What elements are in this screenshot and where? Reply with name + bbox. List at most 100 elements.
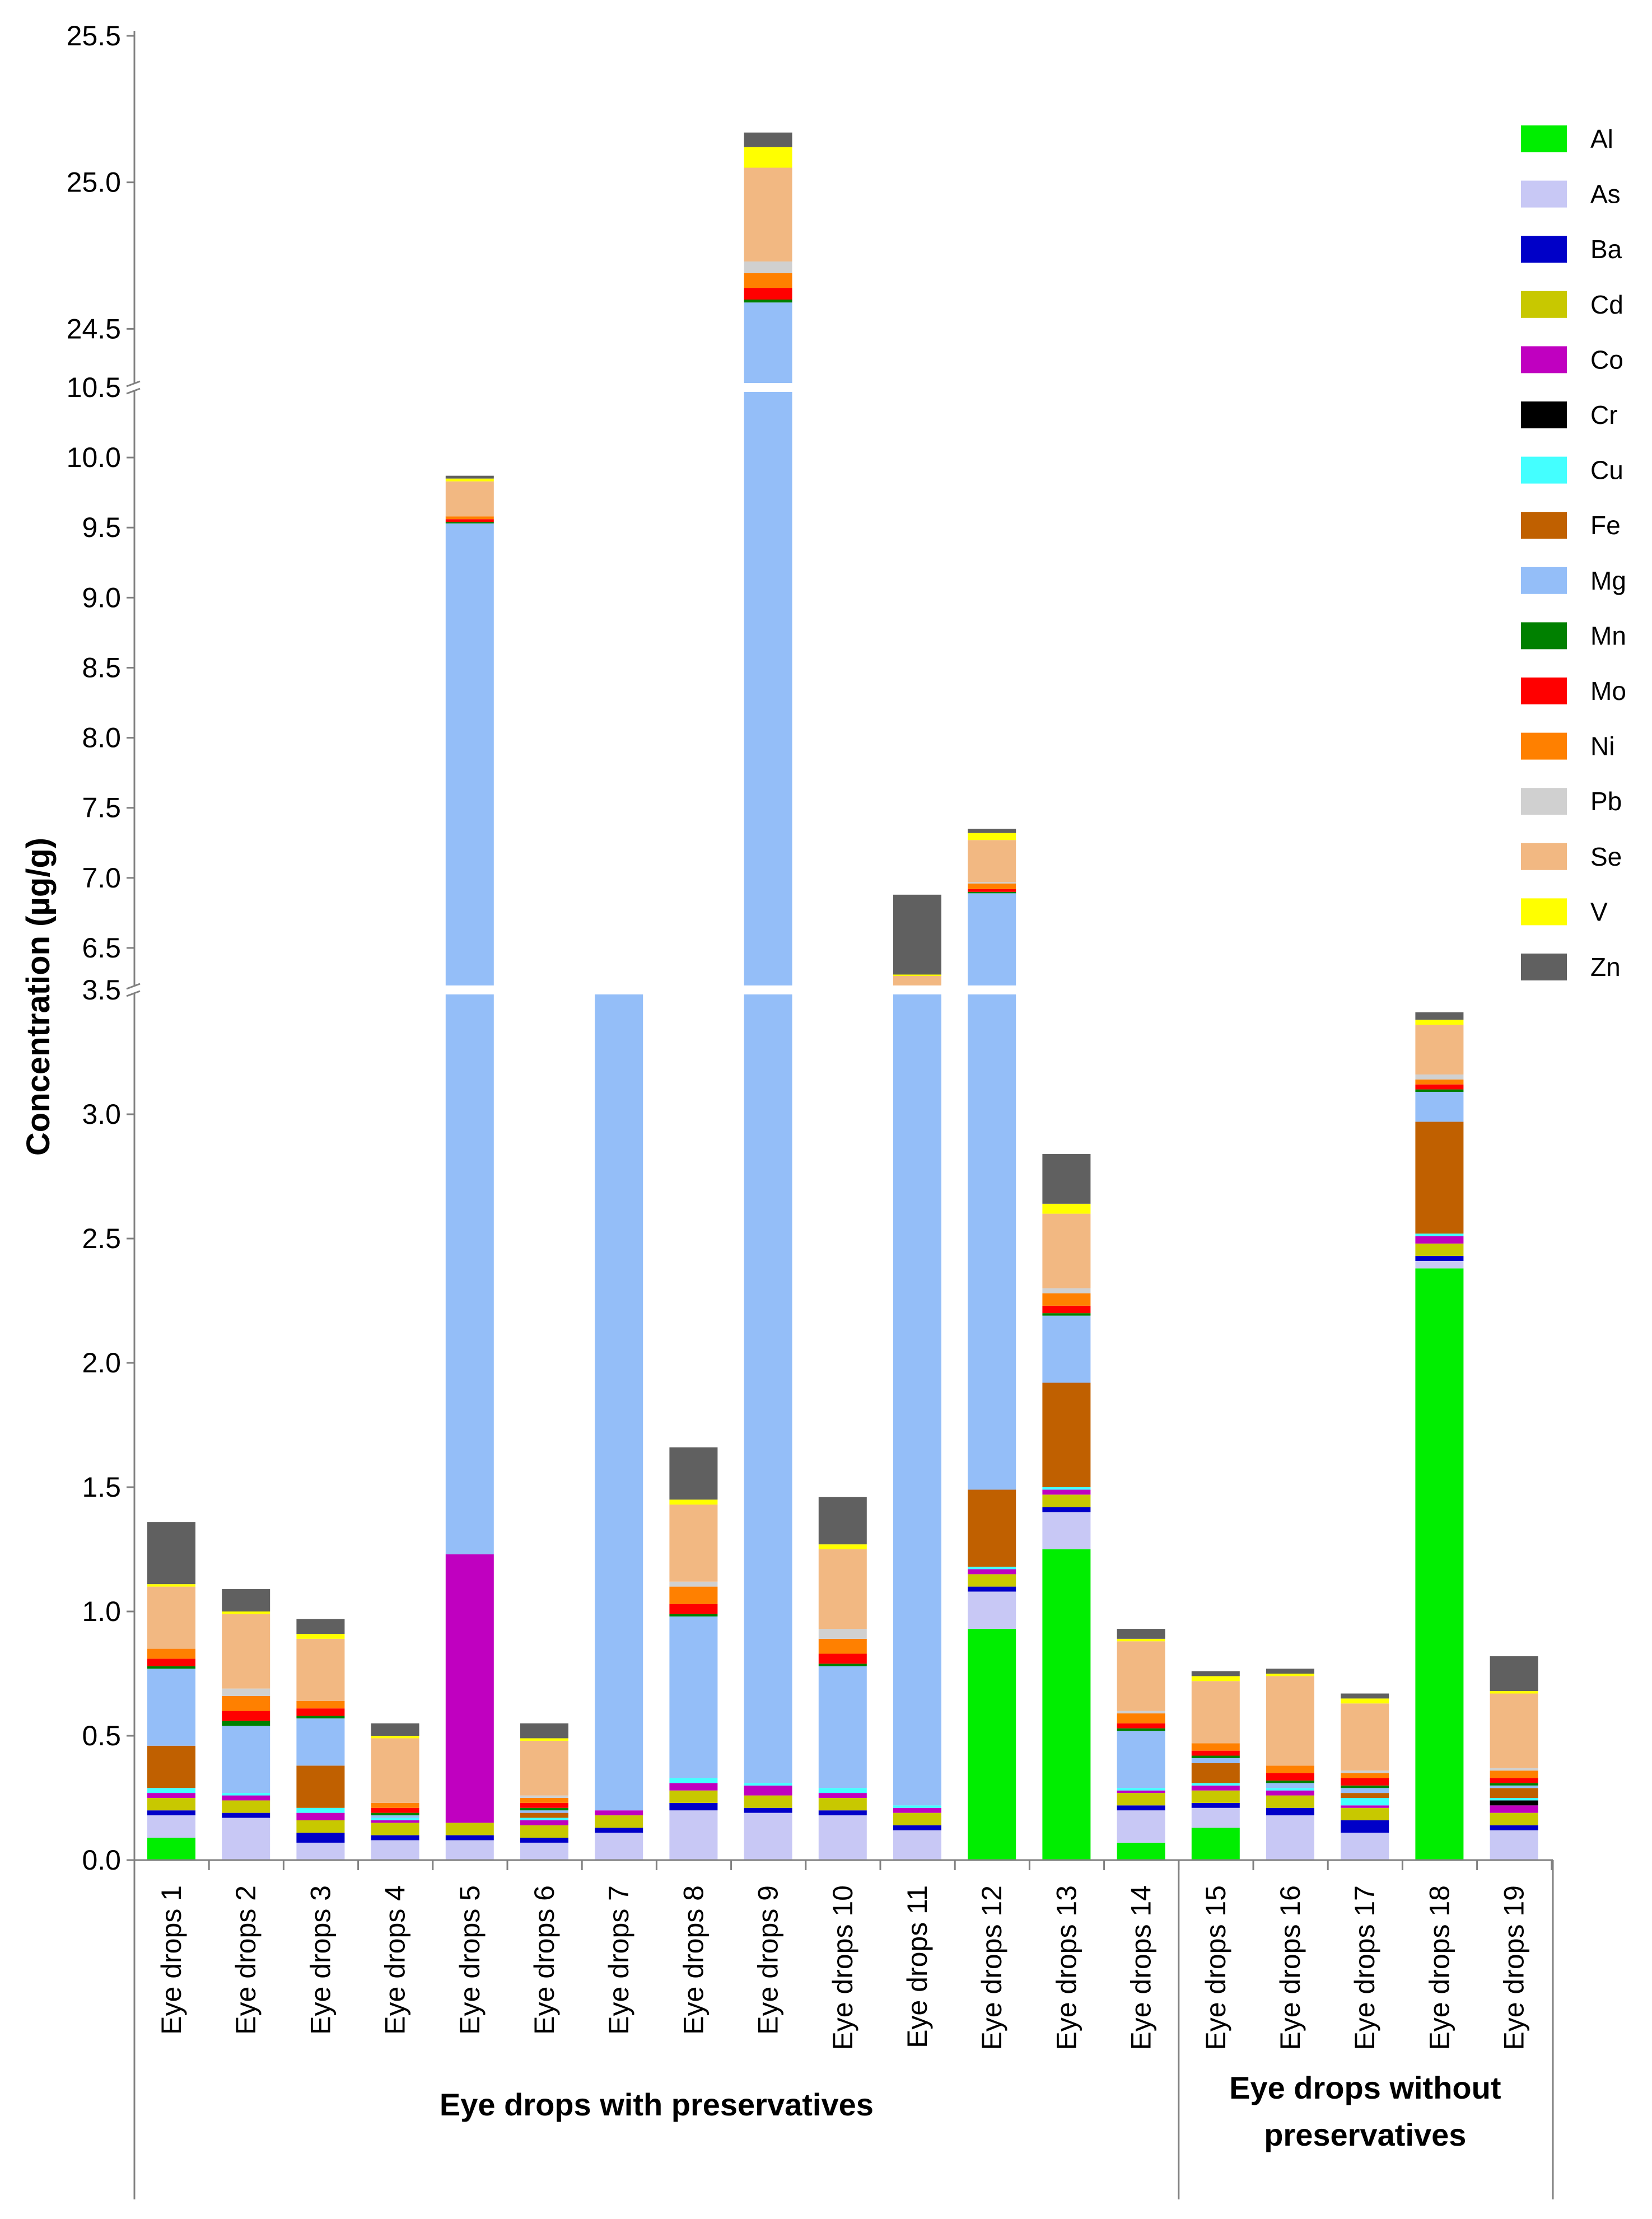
bar-segment-mg-9 — [744, 302, 792, 1783]
legend-swatch-zn — [1521, 954, 1567, 980]
y-axis-label: Concentration (µg/g) — [20, 838, 57, 1156]
legend-swatch-mg — [1521, 567, 1567, 594]
bar-segment-fe-18 — [1415, 1122, 1464, 1234]
axis-break-gap-2 — [136, 383, 1553, 392]
bar-segment-ba-13 — [1042, 1507, 1091, 1512]
y-tick-label: 3.5 — [82, 974, 121, 1006]
bar-segment-zn-10 — [818, 1497, 867, 1545]
axis-break-gap-1 — [136, 985, 1553, 994]
bar-segment-cd-17 — [1341, 1807, 1389, 1820]
bar-segment-cd-10 — [818, 1798, 867, 1811]
y-tick-label: 9.0 — [82, 582, 121, 613]
bar-segment-fe-17 — [1341, 1793, 1389, 1798]
legend-label-cu: Cu — [1590, 456, 1623, 485]
bar-segment-cd-9 — [744, 1795, 792, 1808]
bar-segment-se-19 — [1490, 1693, 1538, 1768]
bar-segment-mg-13 — [1042, 1315, 1091, 1383]
bar-segment-mn-12 — [968, 891, 1016, 894]
bar-segment-ni-5 — [445, 516, 494, 520]
x-category-label: Eye drops 7 — [603, 1885, 634, 2035]
bar-segment-v-9 — [744, 147, 792, 168]
y-tick-label: 3.0 — [82, 1099, 121, 1130]
x-category-label: Eye drops 4 — [380, 1885, 411, 2035]
bar-segment-as-19 — [1490, 1830, 1538, 1860]
x-category-label: Eye drops 12 — [976, 1885, 1007, 2050]
legend: Al As Ba Cd Co Cr Cu Fe Mg Mn Mo Ni Pb Se V Zn — [1521, 124, 1626, 982]
y-tick-label: 10.5 — [67, 372, 121, 403]
x-category-label: Eye drops 11 — [902, 1885, 933, 2048]
x-category-label: Eye drops 18 — [1424, 1885, 1455, 2050]
bar-segment-co-6 — [520, 1820, 568, 1825]
y-tick-label: 10.0 — [67, 442, 121, 473]
bar-segment-as-11 — [893, 1830, 941, 1860]
bar-segment-mo-15 — [1191, 1750, 1240, 1756]
bar-segment-se-16 — [1266, 1676, 1314, 1766]
bar-segment-v-5 — [445, 478, 494, 482]
bar-segment-mo-16 — [1266, 1773, 1314, 1781]
bar-segment-pb-14 — [1117, 1711, 1165, 1714]
bar-segment-fe-19 — [1490, 1788, 1538, 1798]
y-tick-label: 2.5 — [82, 1223, 121, 1254]
bar-segment-ni-4 — [371, 1802, 419, 1808]
bar-segment-as-7 — [595, 1833, 643, 1860]
bar-segment-cd-3 — [296, 1820, 345, 1833]
bar-segment-as-2 — [222, 1818, 270, 1860]
bar-segment-v-10 — [818, 1544, 867, 1549]
bar-segment-ba-17 — [1341, 1820, 1389, 1833]
bar-segment-ni-6 — [520, 1798, 568, 1803]
bar-segment-cr-19 — [1490, 1800, 1538, 1806]
legend-swatch-ba — [1521, 236, 1567, 263]
bar-segment-al-15 — [1191, 1828, 1240, 1860]
bar-segment-ba-11 — [893, 1825, 941, 1830]
bar-segment-zn-13 — [1042, 1154, 1091, 1204]
bar-segment-co-8 — [669, 1783, 718, 1791]
bar-segment-se-1 — [147, 1586, 195, 1649]
bar-segment-ba-7 — [595, 1828, 643, 1833]
bar-segment-ni-15 — [1191, 1743, 1240, 1751]
bar-segment-cu-10 — [818, 1788, 867, 1793]
bar-segment-co-9 — [744, 1785, 792, 1796]
bar-segment-mg-17 — [1341, 1788, 1389, 1793]
bar-segment-zn-8 — [669, 1447, 718, 1500]
bar-segment-co-3 — [296, 1812, 345, 1820]
bar-segment-mo-19 — [1490, 1778, 1538, 1783]
bar-segment-cu-6 — [520, 1818, 568, 1820]
bar-segment-co-12 — [968, 1569, 1016, 1575]
bar-segment-mg-2 — [222, 1726, 270, 1793]
bar-segment-ni-18 — [1415, 1079, 1464, 1085]
bar-segment-ba-9 — [744, 1807, 792, 1813]
bar-segment-co-14 — [1117, 1790, 1165, 1793]
bar-segment-mo-2 — [222, 1711, 270, 1721]
legend-swatch-co — [1521, 346, 1567, 373]
bar-segment-mn-15 — [1191, 1755, 1240, 1758]
legend-swatch-cr — [1521, 401, 1567, 428]
bar-segment-v-11 — [893, 974, 941, 976]
x-category-label: Eye drops 6 — [529, 1885, 560, 2035]
y-tick-label: 0.0 — [82, 1844, 121, 1876]
bar-segment-mo-8 — [669, 1604, 718, 1614]
bar-segment-as-15 — [1191, 1807, 1240, 1828]
bar-segment-mn-1 — [147, 1666, 195, 1669]
bar-segment-mn-8 — [669, 1614, 718, 1617]
bar-segment-mg-8 — [669, 1616, 718, 1778]
legend-swatch-as — [1521, 180, 1567, 208]
bar-segment-mo-5 — [445, 519, 494, 522]
x-category-label: Eye drops 5 — [454, 1885, 486, 2035]
bar-segment-fe-6 — [520, 1812, 568, 1818]
bar-segment-se-10 — [818, 1549, 867, 1629]
bar-segment-co-10 — [818, 1793, 867, 1798]
bar-segment-co-1 — [147, 1793, 195, 1798]
bar-segment-mn-14 — [1117, 1728, 1165, 1731]
bar-segment-cd-11 — [893, 1812, 941, 1825]
bar-segment-v-17 — [1341, 1698, 1389, 1704]
y-tick-label: 7.0 — [82, 862, 121, 894]
legend-swatch-ni — [1521, 732, 1567, 760]
bar-segment-ni-1 — [147, 1648, 195, 1659]
y-axis-break-mark — [126, 990, 141, 997]
bar-segment-ni-13 — [1042, 1293, 1091, 1306]
y-tick-label: 24.5 — [67, 313, 121, 344]
bar-segment-se-12 — [968, 840, 1016, 882]
bar-segment-pb-10 — [818, 1629, 867, 1639]
bar-segment-mo-1 — [147, 1659, 195, 1666]
bar-segment-v-19 — [1490, 1691, 1538, 1694]
